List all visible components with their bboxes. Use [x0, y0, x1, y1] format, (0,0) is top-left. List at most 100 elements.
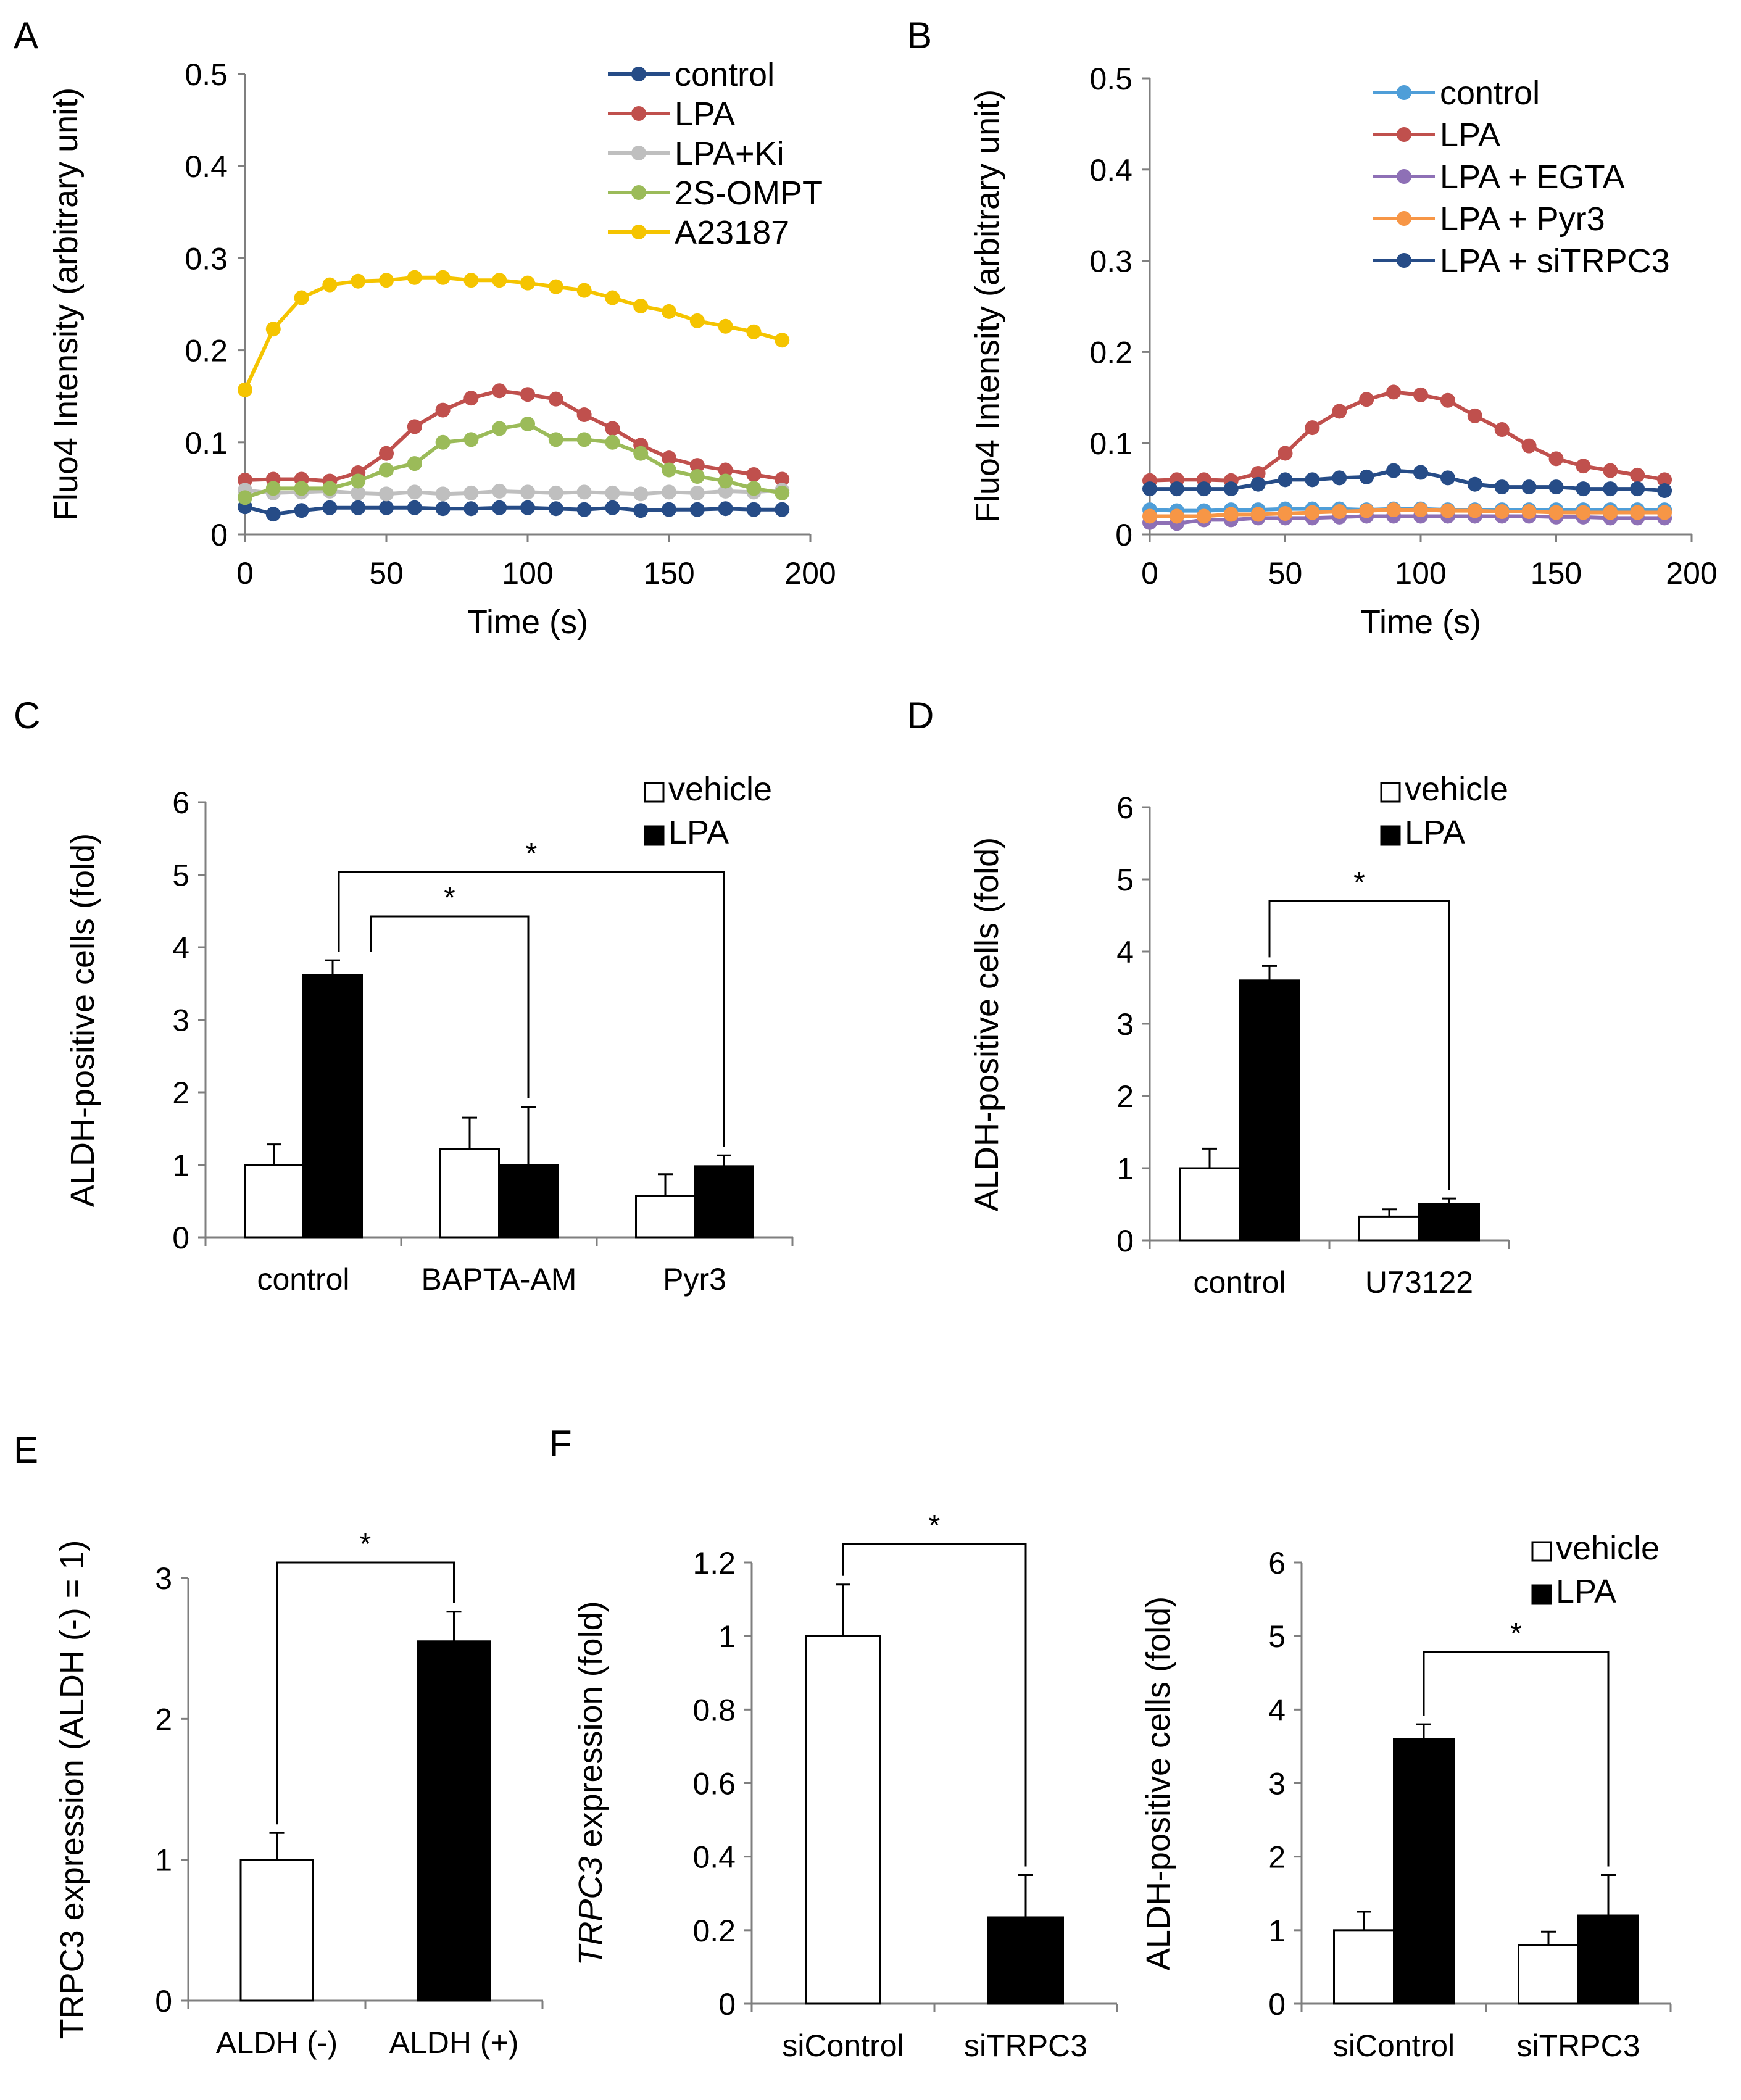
data-point [662, 450, 676, 466]
data-point [407, 419, 422, 434]
data-point [633, 446, 649, 461]
data-point [1278, 506, 1293, 521]
data-point [1142, 508, 1157, 524]
data-point [435, 270, 451, 285]
x-category-label: control [257, 1262, 349, 1297]
x-tick-label: 150 [1531, 556, 1582, 591]
bar [439, 1148, 500, 1239]
y-tick-label: 3 [1268, 1767, 1286, 1801]
data-point [351, 273, 366, 289]
y-tick-label: 1 [1268, 1914, 1286, 1948]
y-tick-label: 1 [172, 1148, 189, 1183]
data-point [718, 462, 733, 478]
data-point [1657, 472, 1672, 488]
data-point [322, 500, 338, 515]
y-tick-label: 3 [172, 1003, 189, 1038]
data-point [548, 279, 563, 294]
data-point [407, 484, 422, 500]
data-point [605, 500, 620, 515]
data-point [1630, 481, 1645, 497]
bar [635, 1195, 696, 1239]
data-point [1494, 504, 1510, 520]
x-tick-label: 200 [784, 556, 836, 591]
data-point [1521, 438, 1537, 454]
data-point [1630, 505, 1645, 520]
legend-swatch [1380, 782, 1401, 803]
data-point [605, 290, 620, 305]
y-tick-label: 6 [1268, 1546, 1286, 1580]
y-axis-title: Fluo4 Intensity (arbitrary unit) [48, 88, 85, 521]
data-point [1603, 505, 1618, 520]
data-point [633, 486, 649, 502]
data-point [238, 472, 252, 488]
data-point [775, 471, 790, 487]
data-point [1196, 508, 1211, 524]
data-point [1386, 384, 1402, 400]
data-point [605, 485, 620, 500]
y-tick-label: 0.4 [692, 1840, 736, 1875]
y-axis-title-gene: TRPC3 [572, 1857, 609, 1966]
data-point [605, 434, 620, 450]
data-point [492, 273, 507, 288]
bar [1358, 1215, 1420, 1242]
panel-label-a: A [14, 15, 38, 56]
y-tick-label: 2 [172, 1076, 189, 1110]
y-tick-label: 0.5 [1089, 62, 1132, 96]
data-point [1250, 465, 1266, 481]
data-point [1657, 505, 1672, 520]
x-tick-label: 0 [236, 556, 254, 591]
legend-marker [1397, 211, 1411, 226]
data-point [689, 502, 705, 517]
legend-swatch [1531, 1584, 1552, 1605]
data-point [322, 481, 338, 496]
y-tick-label: 5 [172, 858, 189, 893]
data-point [294, 290, 309, 305]
data-point [463, 273, 479, 288]
data-point [746, 324, 762, 339]
bar [805, 1635, 881, 2005]
y-tick-label: 1 [155, 1843, 172, 1878]
data-point [322, 277, 338, 293]
data-point [1467, 408, 1482, 423]
data-point [463, 501, 479, 517]
data-point [548, 501, 563, 517]
data-point [1305, 505, 1320, 520]
data-point [746, 467, 762, 483]
y-tick-label: 1 [1116, 1152, 1134, 1186]
data-point [1440, 503, 1455, 518]
legend-label: LPA [1440, 117, 1500, 154]
bar [987, 1916, 1064, 2005]
y-tick-label: 0.2 [185, 334, 228, 368]
data-point [662, 502, 676, 517]
data-point [1494, 422, 1510, 438]
y-tick-label: 0 [1115, 518, 1132, 552]
x-tick-label: 50 [1268, 556, 1303, 591]
data-point [775, 333, 790, 348]
data-point [1603, 481, 1618, 497]
data-point [1413, 502, 1428, 518]
data-point [633, 298, 649, 313]
data-point [463, 485, 479, 500]
bar [1518, 1944, 1579, 2005]
significance-star: * [929, 1509, 941, 1542]
data-point [576, 502, 592, 517]
data-point [1250, 476, 1266, 492]
legend-marker [631, 225, 646, 239]
significance-star: * [526, 837, 538, 870]
y-tick-label: 6 [172, 786, 189, 820]
y-tick-label: 0.1 [185, 426, 228, 460]
bar [239, 1859, 314, 2002]
data-point [435, 486, 451, 502]
data-point [1467, 503, 1482, 518]
x-category-label: ALDH (-) [216, 2025, 338, 2060]
legend-label: vehicle [668, 771, 772, 808]
y-tick-label: 0.2 [1089, 335, 1132, 370]
data-point [689, 485, 705, 500]
data-point [1521, 504, 1537, 520]
data-point [1169, 481, 1184, 497]
y-tick-label: 0 [210, 518, 228, 552]
y-tick-label: 2 [155, 1702, 172, 1737]
legend-label: control [675, 56, 775, 93]
data-point [1576, 505, 1591, 520]
